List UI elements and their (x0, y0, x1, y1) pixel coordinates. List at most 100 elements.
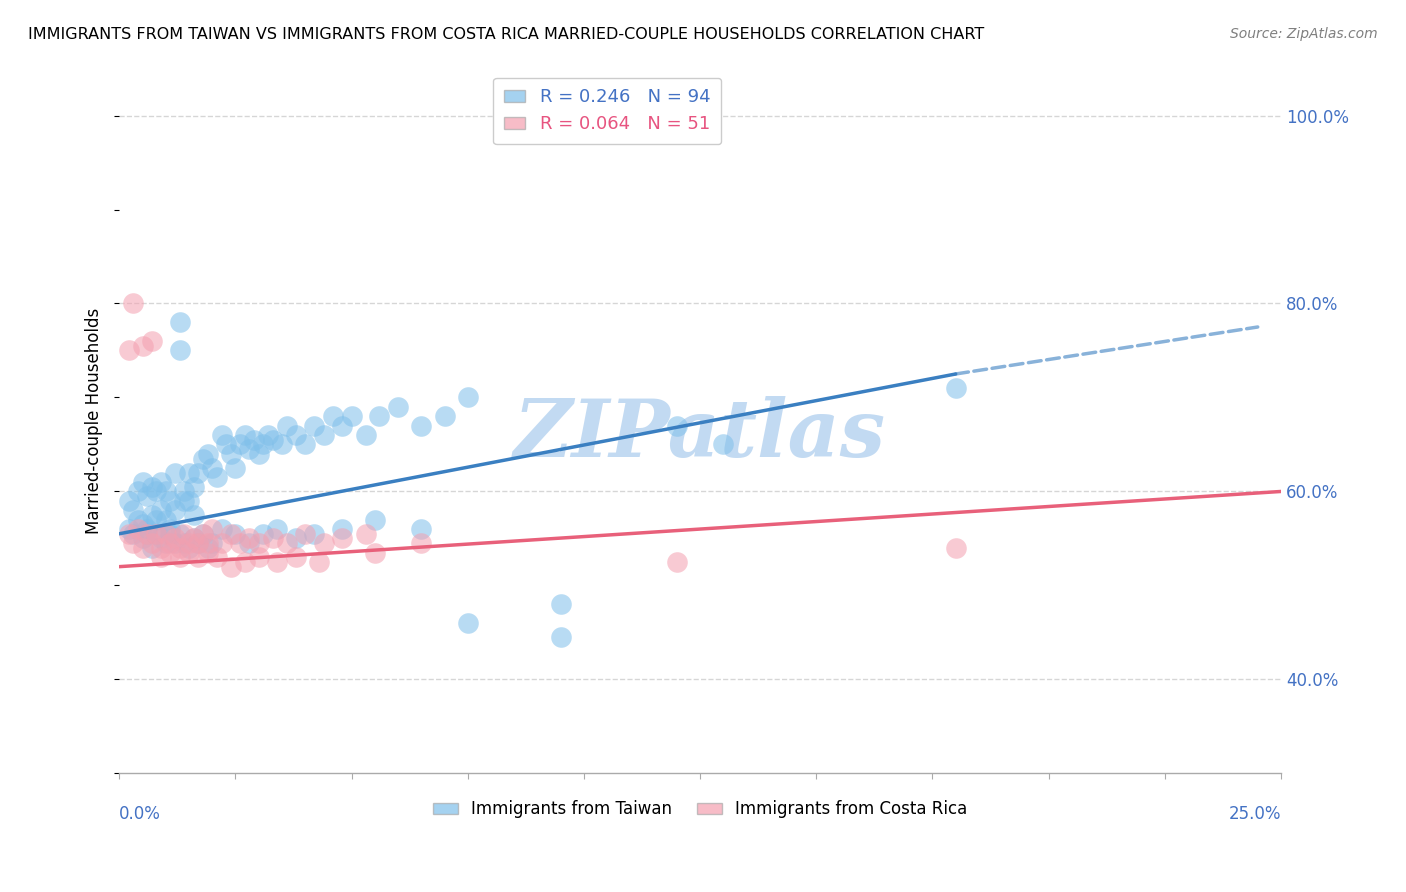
Point (294, 526, 316, 541)
Point (191, 526, 214, 541)
Point (173, 526, 195, 541)
Point (411, 522, 433, 536)
Point (368, 409, 391, 424)
Point (433, 409, 456, 424)
Point (150, 541, 173, 555)
Point (173, 484, 195, 499)
Point (219, 447, 242, 461)
Point (330, 418, 353, 433)
Point (262, 532, 284, 546)
Point (122, 296, 145, 310)
Point (122, 536, 145, 550)
Point (117, 494, 139, 508)
Point (304, 526, 326, 541)
Point (308, 555, 330, 569)
Point (322, 409, 344, 424)
Point (247, 536, 270, 550)
Point (187, 550, 209, 565)
Point (224, 461, 246, 475)
Point (150, 532, 173, 546)
Point (131, 532, 153, 546)
Point (266, 555, 288, 569)
Point (229, 536, 252, 550)
Point (131, 541, 153, 555)
Point (169, 315, 191, 329)
Point (145, 513, 167, 527)
Point (711, 437, 734, 451)
Point (187, 466, 209, 480)
Point (252, 437, 274, 451)
Point (173, 494, 195, 508)
Point (177, 494, 200, 508)
Legend: Immigrants from Taiwan, Immigrants from Costa Rica: Immigrants from Taiwan, Immigrants from … (426, 794, 974, 825)
Point (117, 522, 139, 536)
Point (159, 494, 181, 508)
Point (219, 526, 242, 541)
Point (304, 418, 326, 433)
Point (233, 428, 256, 442)
Point (665, 418, 688, 433)
Point (238, 442, 260, 457)
Point (457, 615, 479, 630)
Point (457, 391, 479, 405)
Point (136, 489, 159, 503)
Point (262, 433, 284, 447)
Text: 25.0%: 25.0% (1229, 805, 1281, 823)
Point (411, 536, 433, 550)
Point (257, 428, 280, 442)
Point (238, 532, 260, 546)
Point (177, 466, 200, 480)
Point (266, 522, 288, 536)
Point (145, 526, 167, 541)
Point (945, 381, 967, 395)
Point (163, 466, 186, 480)
Point (169, 550, 191, 565)
Point (177, 536, 200, 550)
Point (122, 526, 145, 541)
Point (136, 526, 159, 541)
Point (145, 484, 167, 499)
Y-axis label: Married-couple Households: Married-couple Households (86, 308, 103, 534)
Point (183, 532, 205, 546)
Point (252, 526, 274, 541)
Point (247, 550, 270, 565)
Point (159, 526, 181, 541)
Point (340, 409, 363, 424)
Point (276, 536, 298, 550)
Point (197, 541, 219, 555)
Point (364, 545, 387, 559)
Point (247, 447, 270, 461)
Point (155, 536, 177, 550)
Point (141, 480, 163, 494)
Point (233, 555, 256, 569)
Point (169, 526, 191, 541)
Point (159, 545, 181, 559)
Text: Source: ZipAtlas.com: Source: ZipAtlas.com (1230, 27, 1378, 41)
Point (187, 536, 209, 550)
Point (197, 545, 219, 559)
Point (550, 630, 572, 644)
Point (550, 597, 572, 611)
Point (177, 545, 200, 559)
Text: IMMIGRANTS FROM TAIWAN VS IMMIGRANTS FROM COSTA RICA MARRIED-COUPLE HOUSEHOLDS C: IMMIGRANTS FROM TAIWAN VS IMMIGRANTS FRO… (28, 27, 984, 42)
Point (224, 526, 246, 541)
Point (312, 536, 335, 550)
Point (387, 400, 409, 414)
Point (354, 428, 377, 442)
Point (197, 536, 219, 550)
Point (155, 513, 177, 527)
Point (141, 541, 163, 555)
Point (211, 536, 233, 550)
Point (197, 447, 219, 461)
Point (284, 550, 307, 565)
Point (173, 536, 195, 550)
Point (169, 343, 191, 358)
Point (243, 433, 266, 447)
Point (169, 541, 191, 555)
Point (163, 503, 186, 517)
Point (159, 536, 181, 550)
Point (131, 517, 153, 532)
Point (229, 437, 252, 451)
Point (141, 536, 163, 550)
Point (201, 522, 224, 536)
